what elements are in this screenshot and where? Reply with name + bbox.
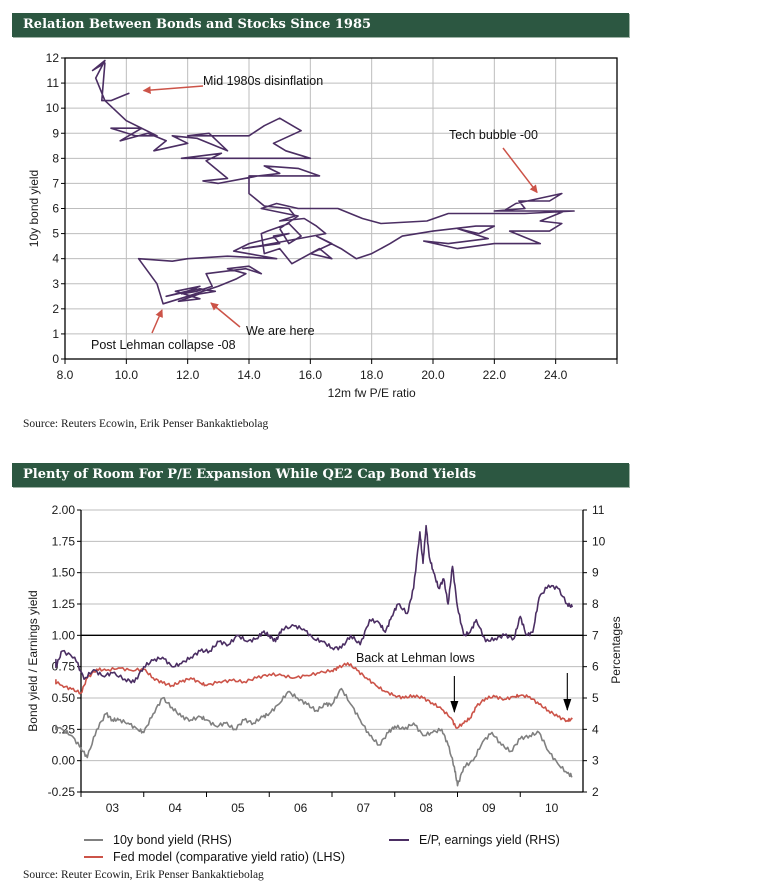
scatter-series-line <box>260 192 575 265</box>
right-tick-label: 3 <box>592 754 599 768</box>
y-tick-label: 5 <box>52 227 59 241</box>
x-tick-label: 04 <box>168 801 182 815</box>
right-tick-label: 2 <box>592 785 599 799</box>
x-tick-label: 14.0 <box>237 368 261 382</box>
source-note: Source: Reuters Ecowin, Erik Penser Bank… <box>23 418 269 430</box>
annotation-post-lehman: Post Lehman collapse -08 <box>91 338 236 352</box>
x-tick-label: 06 <box>294 801 308 815</box>
chart-title-banner: Relation Between Bonds and Stocks Since … <box>12 13 629 37</box>
annotation-we-are-here: We are here <box>246 324 315 338</box>
x-tick-label: 03 <box>106 801 120 815</box>
annotation-mid-1980s: Mid 1980s disinflation <box>203 74 323 88</box>
x-tick-label: 10 <box>545 801 559 815</box>
y-tick-label: 1 <box>52 327 59 341</box>
right-tick-label: 11 <box>592 503 605 517</box>
x-tick-label: 07 <box>357 801 371 815</box>
chart-title-banner-2: Plenty of Room For P/E Expansion While Q… <box>12 463 629 487</box>
left-axis-label: Bond yield / Earnings yield <box>26 590 40 731</box>
y-tick-label: 7 <box>52 176 59 190</box>
bond-yield-line <box>55 687 573 787</box>
right-tick-label: 8 <box>592 597 599 611</box>
left-tick-label: 2.00 <box>52 503 76 517</box>
x-tick-label: 8.0 <box>57 368 74 382</box>
y-tick-label: 11 <box>47 76 60 90</box>
chart-title-2: Plenty of Room For P/E Expansion While Q… <box>23 467 477 482</box>
y-tick-label: 2 <box>52 302 59 316</box>
left-tick-label: 1.00 <box>52 628 76 642</box>
fed-model-line <box>55 662 573 729</box>
annotation-arrow <box>210 302 241 328</box>
x-tick-label: 10.0 <box>115 368 139 382</box>
annotation-tech-bubble: Tech bubble -00 <box>449 128 538 142</box>
y-tick-label: 12 <box>46 51 60 65</box>
x-tick-label: 09 <box>482 801 496 815</box>
x-tick-label: 08 <box>419 801 433 815</box>
left-tick-label: 1.50 <box>52 566 76 580</box>
annotation-arrow <box>151 309 163 334</box>
annotation-arrow <box>502 147 538 194</box>
right-tick-label: 6 <box>592 660 599 674</box>
y-tick-label: 3 <box>52 277 59 291</box>
right-tick-label: 5 <box>592 691 599 705</box>
y-axis-label: 10y bond yield <box>27 170 41 247</box>
legend-label-bond-yield: 10y bond yield (RHS) <box>113 833 232 847</box>
y-tick-label: 9 <box>52 126 59 140</box>
y-tick-label: 4 <box>52 252 59 266</box>
annotation-lehman-lows: Back at Lehman lows <box>356 651 475 665</box>
x-tick-label: 20.0 <box>421 368 445 382</box>
left-tick-label: -0.25 <box>48 785 76 799</box>
scatter-series-line <box>91 59 327 305</box>
left-tick-label: 0.00 <box>52 754 76 768</box>
x-tick-label: 12.0 <box>176 368 200 382</box>
left-tick-label: 1.75 <box>52 534 76 548</box>
annotation-arrow <box>142 85 204 95</box>
x-tick-label: 22.0 <box>483 368 507 382</box>
right-tick-label: 9 <box>592 566 599 580</box>
right-tick-label: 10 <box>592 534 606 548</box>
y-tick-label: 0 <box>52 352 59 366</box>
earnings-yield-line <box>55 524 574 684</box>
chart-title: Relation Between Bonds and Stocks Since … <box>23 17 372 32</box>
y-tick-label: 10 <box>46 101 60 115</box>
right-axis-label: Percentages <box>609 616 623 683</box>
x-tick-label: 16.0 <box>299 368 323 382</box>
source-note-2: Source: Reuter Ecowin, Erik Penser Banka… <box>23 869 264 881</box>
x-tick-label: 18.0 <box>360 368 384 382</box>
right-tick-label: 4 <box>592 722 599 736</box>
x-tick-label: 24.0 <box>544 368 568 382</box>
y-tick-label: 6 <box>52 202 59 216</box>
legend-label-fed-model: Fed model (comparative yield ratio) (LHS… <box>113 850 345 864</box>
x-tick-label: 05 <box>231 801 245 815</box>
left-tick-label: 0.50 <box>52 691 76 705</box>
y-tick-label: 8 <box>52 151 59 165</box>
legend-label-earnings-yield: E/P, earnings yield (RHS) <box>419 833 560 847</box>
left-tick-label: 1.25 <box>52 597 76 611</box>
right-tick-label: 7 <box>592 628 599 642</box>
x-axis-label: 12m fw P/E ratio <box>328 386 416 400</box>
